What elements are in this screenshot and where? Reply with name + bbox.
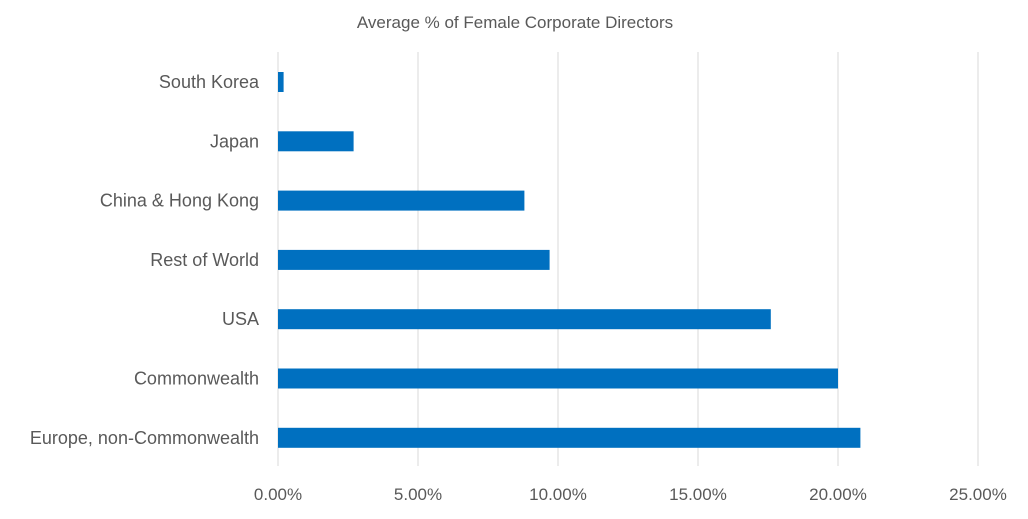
category-label: China & Hong Kong [100,191,259,211]
x-tick-label: 10.00% [529,485,587,504]
category-label: Rest of World [150,250,259,270]
category-label: Europe, non-Commonwealth [30,428,259,448]
x-tick-label: 5.00% [394,485,442,504]
category-label: Commonwealth [134,369,259,389]
category-label: USA [222,309,259,329]
bar [278,368,838,389]
category-label: Japan [210,131,259,151]
bar [278,190,525,211]
bar [278,427,861,448]
bar [278,309,771,330]
category-labels: South Korea Japan China & Hong Kong Rest of… [30,72,260,448]
gridlines [277,52,979,466]
x-tick-label: 15.00% [669,485,727,504]
bar [278,131,354,152]
bar [278,72,284,92]
x-tick-label: 0.00% [254,485,302,504]
bar [278,249,550,270]
chart-title: Average % of Female Corporate Directors [357,13,673,32]
category-label: South Korea [159,72,260,92]
bars [278,72,861,448]
x-tick-label: 25.00% [949,485,1007,504]
x-tick-labels: 0.00% 5.00% 10.00% 15.00% 20.00% 25.00% [254,485,1007,504]
x-tick-label: 20.00% [809,485,867,504]
